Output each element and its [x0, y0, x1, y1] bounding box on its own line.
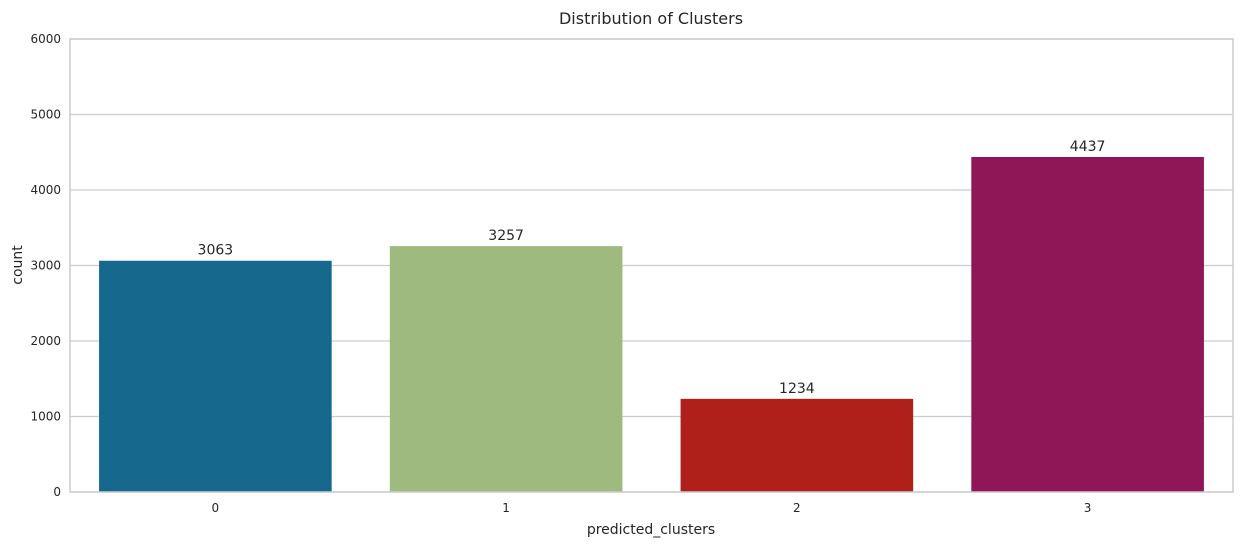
- x-axis-label: predicted_clusters: [587, 522, 715, 538]
- y-tick-label: 5000: [30, 108, 61, 122]
- y-tick-label: 6000: [30, 32, 61, 46]
- y-tick-label: 2000: [30, 334, 61, 348]
- y-axis-label: count: [10, 245, 26, 285]
- data-label: 4437: [1070, 139, 1106, 155]
- y-tick-labels: 0 1000 2000 3000 4000 5000 6000: [30, 32, 61, 499]
- x-tick-label: 3: [1084, 501, 1092, 515]
- bar-cluster-0: [99, 260, 332, 492]
- y-tick-label: 4000: [30, 183, 61, 197]
- data-label: 3063: [198, 243, 234, 259]
- y-tick-label: 3000: [30, 259, 61, 273]
- bars: [99, 157, 1204, 492]
- x-tick-labels: 0 1 2 3: [212, 501, 1092, 515]
- data-label: 1234: [779, 381, 815, 397]
- y-tick-label: 1000: [30, 410, 61, 424]
- data-label: 3257: [488, 228, 524, 244]
- x-tick-label: 1: [502, 501, 510, 515]
- bar-cluster-2: [680, 398, 914, 492]
- bar-cluster-1: [389, 246, 623, 492]
- y-tick-label: 0: [53, 485, 61, 499]
- chart-title: Distribution of Clusters: [559, 9, 743, 28]
- bar-cluster-3: [971, 157, 1204, 492]
- plot-frame: [69, 38, 1234, 493]
- x-tick-label: 2: [793, 501, 801, 515]
- data-labels: 3063 3257 1234 4437: [198, 139, 1106, 397]
- x-tick-label: 0: [212, 501, 220, 515]
